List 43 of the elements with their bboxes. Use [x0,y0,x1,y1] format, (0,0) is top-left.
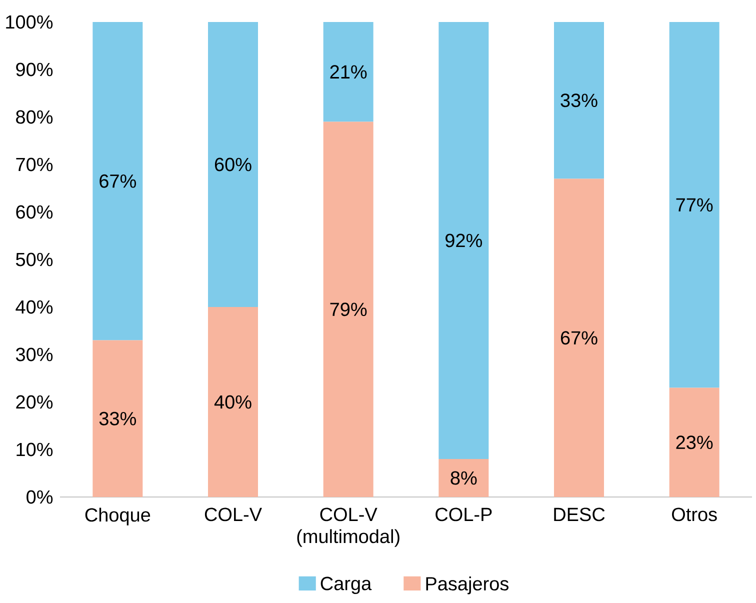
data-label: 40% [214,395,252,409]
data-label: 77% [676,198,713,212]
y-tick-label: 40% [16,300,53,314]
data-label: 33% [560,94,598,108]
y-tick-label: 80% [16,110,53,124]
y-tick-label: 30% [16,348,53,362]
bar [92,22,143,340]
y-tick-label: 100% [6,15,53,29]
x-tick-label: Otros [672,508,717,522]
y-tick-label: 70% [16,158,53,172]
data-label: 79% [330,302,367,316]
x-tick-label: COL-P [436,508,492,522]
legend-label: Carga [320,576,372,594]
x-tick-label: DESC [554,508,605,522]
data-label: 21% [330,65,367,79]
bar [554,178,604,497]
y-tick-label: 50% [16,252,53,266]
bar [438,458,489,497]
x-tick-label: COL-V (multimodal) [297,508,400,547]
y-tick-label: 20% [16,395,53,409]
y-tick-label: 90% [16,62,53,76]
x-tick-label: Choque [85,508,150,526]
data-label: 67% [560,331,598,345]
bar [323,122,374,497]
bar [208,22,258,307]
x-tick-label: COL-V [204,508,262,522]
y-tick-label: 60% [16,205,53,219]
bar [669,22,720,388]
data-label: 67% [100,174,136,188]
data-label: 23% [676,436,713,450]
bar [438,22,489,459]
data-label: 92% [446,234,482,248]
bar [208,306,258,497]
y-tick-label: 10% [16,442,53,456]
data-label: 8% [450,471,477,485]
bar [554,22,604,179]
y-tick-label: 0% [26,490,53,504]
data-label: 60% [214,158,252,172]
bar [92,340,143,497]
data-label: 33% [99,412,136,426]
legend-label: Pasajeros [426,576,508,594]
bar [323,22,374,122]
bar [669,388,720,497]
